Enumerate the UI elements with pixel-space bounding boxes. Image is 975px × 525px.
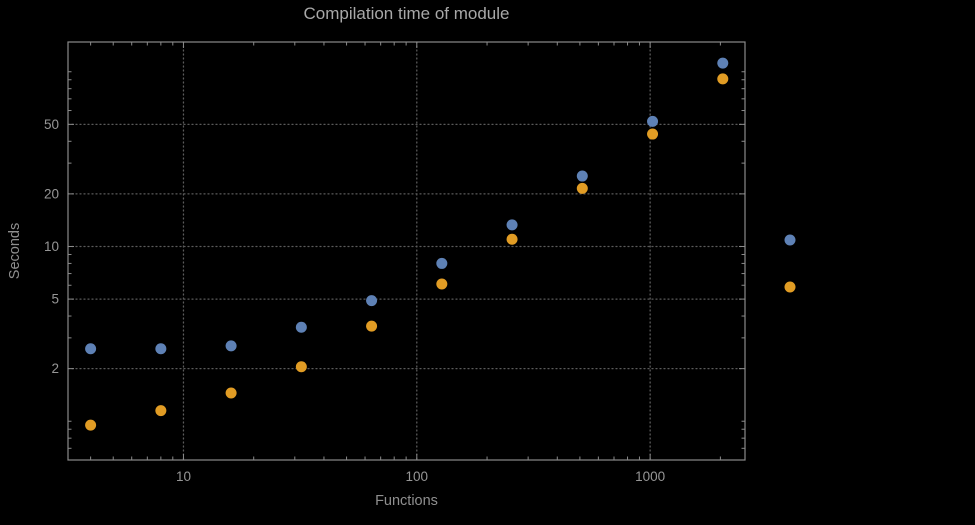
data-point-series-2-orange — [717, 73, 729, 85]
y-tick-label: 5 — [51, 292, 59, 307]
y-tick-label: 10 — [44, 239, 59, 254]
data-point-series-1-blue — [85, 343, 97, 355]
legend-marker-2 — [784, 281, 796, 293]
data-point-series-2-orange — [85, 419, 97, 431]
data-point-series-1-blue — [506, 219, 518, 231]
x-tick-label: 10 — [176, 469, 191, 484]
data-point-series-2-orange — [366, 320, 378, 332]
data-point-series-1-blue — [295, 321, 307, 333]
data-point-series-1-blue — [366, 295, 378, 307]
data-point-series-2-orange — [155, 405, 167, 417]
data-point-series-2-orange — [295, 361, 307, 373]
data-point-series-1-blue — [717, 57, 729, 69]
y-tick-label: 2 — [51, 361, 59, 376]
data-point-series-1-blue — [155, 343, 167, 355]
x-axis-label: Functions — [375, 493, 438, 509]
x-tick-label: 100 — [406, 469, 429, 484]
x-tick-label: 1000 — [635, 469, 665, 484]
y-axis-label: Seconds — [7, 222, 23, 280]
legend-marker-1 — [784, 234, 796, 246]
data-point-series-1-blue — [225, 340, 237, 352]
chart-title: Compilation time of module — [303, 4, 510, 23]
data-point-series-2-orange — [576, 182, 588, 194]
plot-frame — [67, 41, 746, 461]
data-point-series-2-orange — [225, 387, 237, 399]
data-point-series-2-orange — [647, 128, 659, 140]
data-point-series-1-blue — [647, 115, 659, 127]
data-point-series-1-blue — [576, 170, 588, 182]
y-axis-label-container: Seconds — [0, 42, 30, 460]
y-tick-label: 50 — [44, 117, 59, 132]
data-point-series-2-orange — [506, 233, 518, 245]
data-point-series-2-orange — [436, 278, 448, 290]
data-point-series-1-blue — [436, 257, 448, 269]
y-tick-label: 20 — [44, 186, 59, 201]
